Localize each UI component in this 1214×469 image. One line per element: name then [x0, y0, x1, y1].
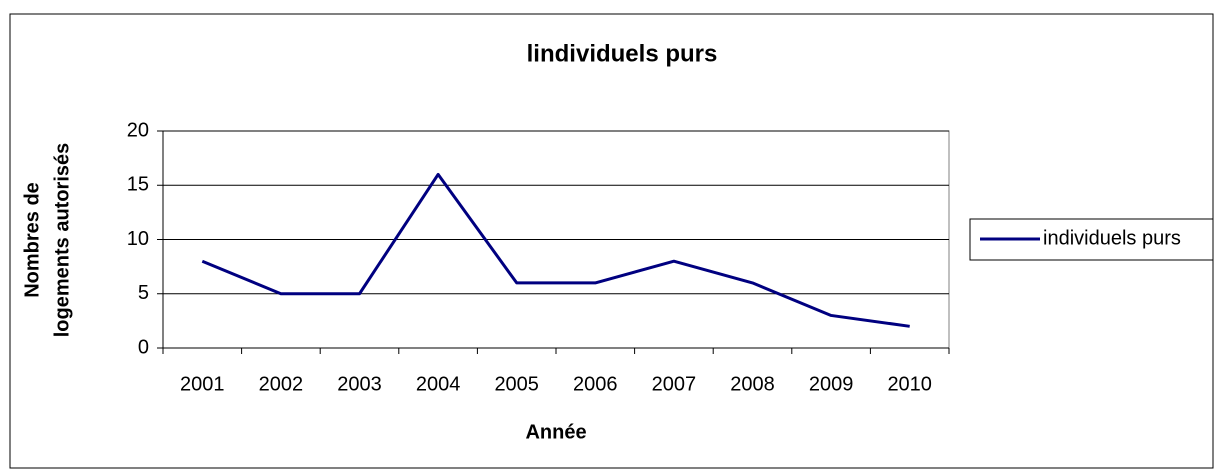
y-axis-label: Nombres de logements autorisés: [21, 143, 73, 338]
x-axis-label: Année: [525, 421, 586, 443]
x-tick-label: 2004: [416, 373, 461, 395]
legend-label: individuels purs: [1043, 227, 1181, 249]
chart-title: lindividuels purs: [527, 40, 718, 67]
y-tick-label: 0: [138, 336, 149, 358]
y-tick-label: 10: [127, 228, 149, 250]
x-tick-label: 2006: [573, 373, 618, 395]
x-tick-label: 2009: [809, 373, 854, 395]
x-tick-label: 2002: [259, 373, 304, 395]
y-axis-label-line: logements autorisés: [51, 143, 73, 338]
x-tick-label: 2003: [337, 373, 382, 395]
y-tick-label: 5: [138, 282, 149, 304]
y-axis-label-line: Nombres de: [21, 182, 43, 298]
data-line: [201, 172, 910, 328]
y-tick-label: 20: [127, 119, 149, 141]
y-tick-label: 15: [127, 174, 149, 196]
x-tick-label: 2010: [887, 373, 932, 395]
x-tick-label: 2005: [494, 373, 539, 395]
x-tick-label: 2001: [180, 373, 225, 395]
x-tick-label: 2008: [730, 373, 775, 395]
legend-box: [969, 218, 1214, 261]
x-tick-label: 2007: [652, 373, 697, 395]
